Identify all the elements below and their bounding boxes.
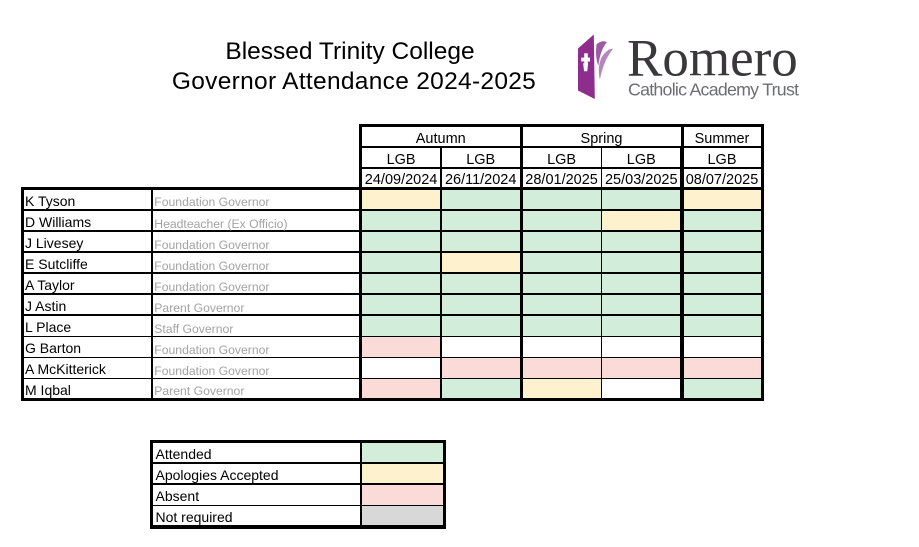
svg-text:Catholic Academy Trust: Catholic Academy Trust [628, 80, 799, 100]
svg-text:Romero: Romero [627, 30, 798, 88]
